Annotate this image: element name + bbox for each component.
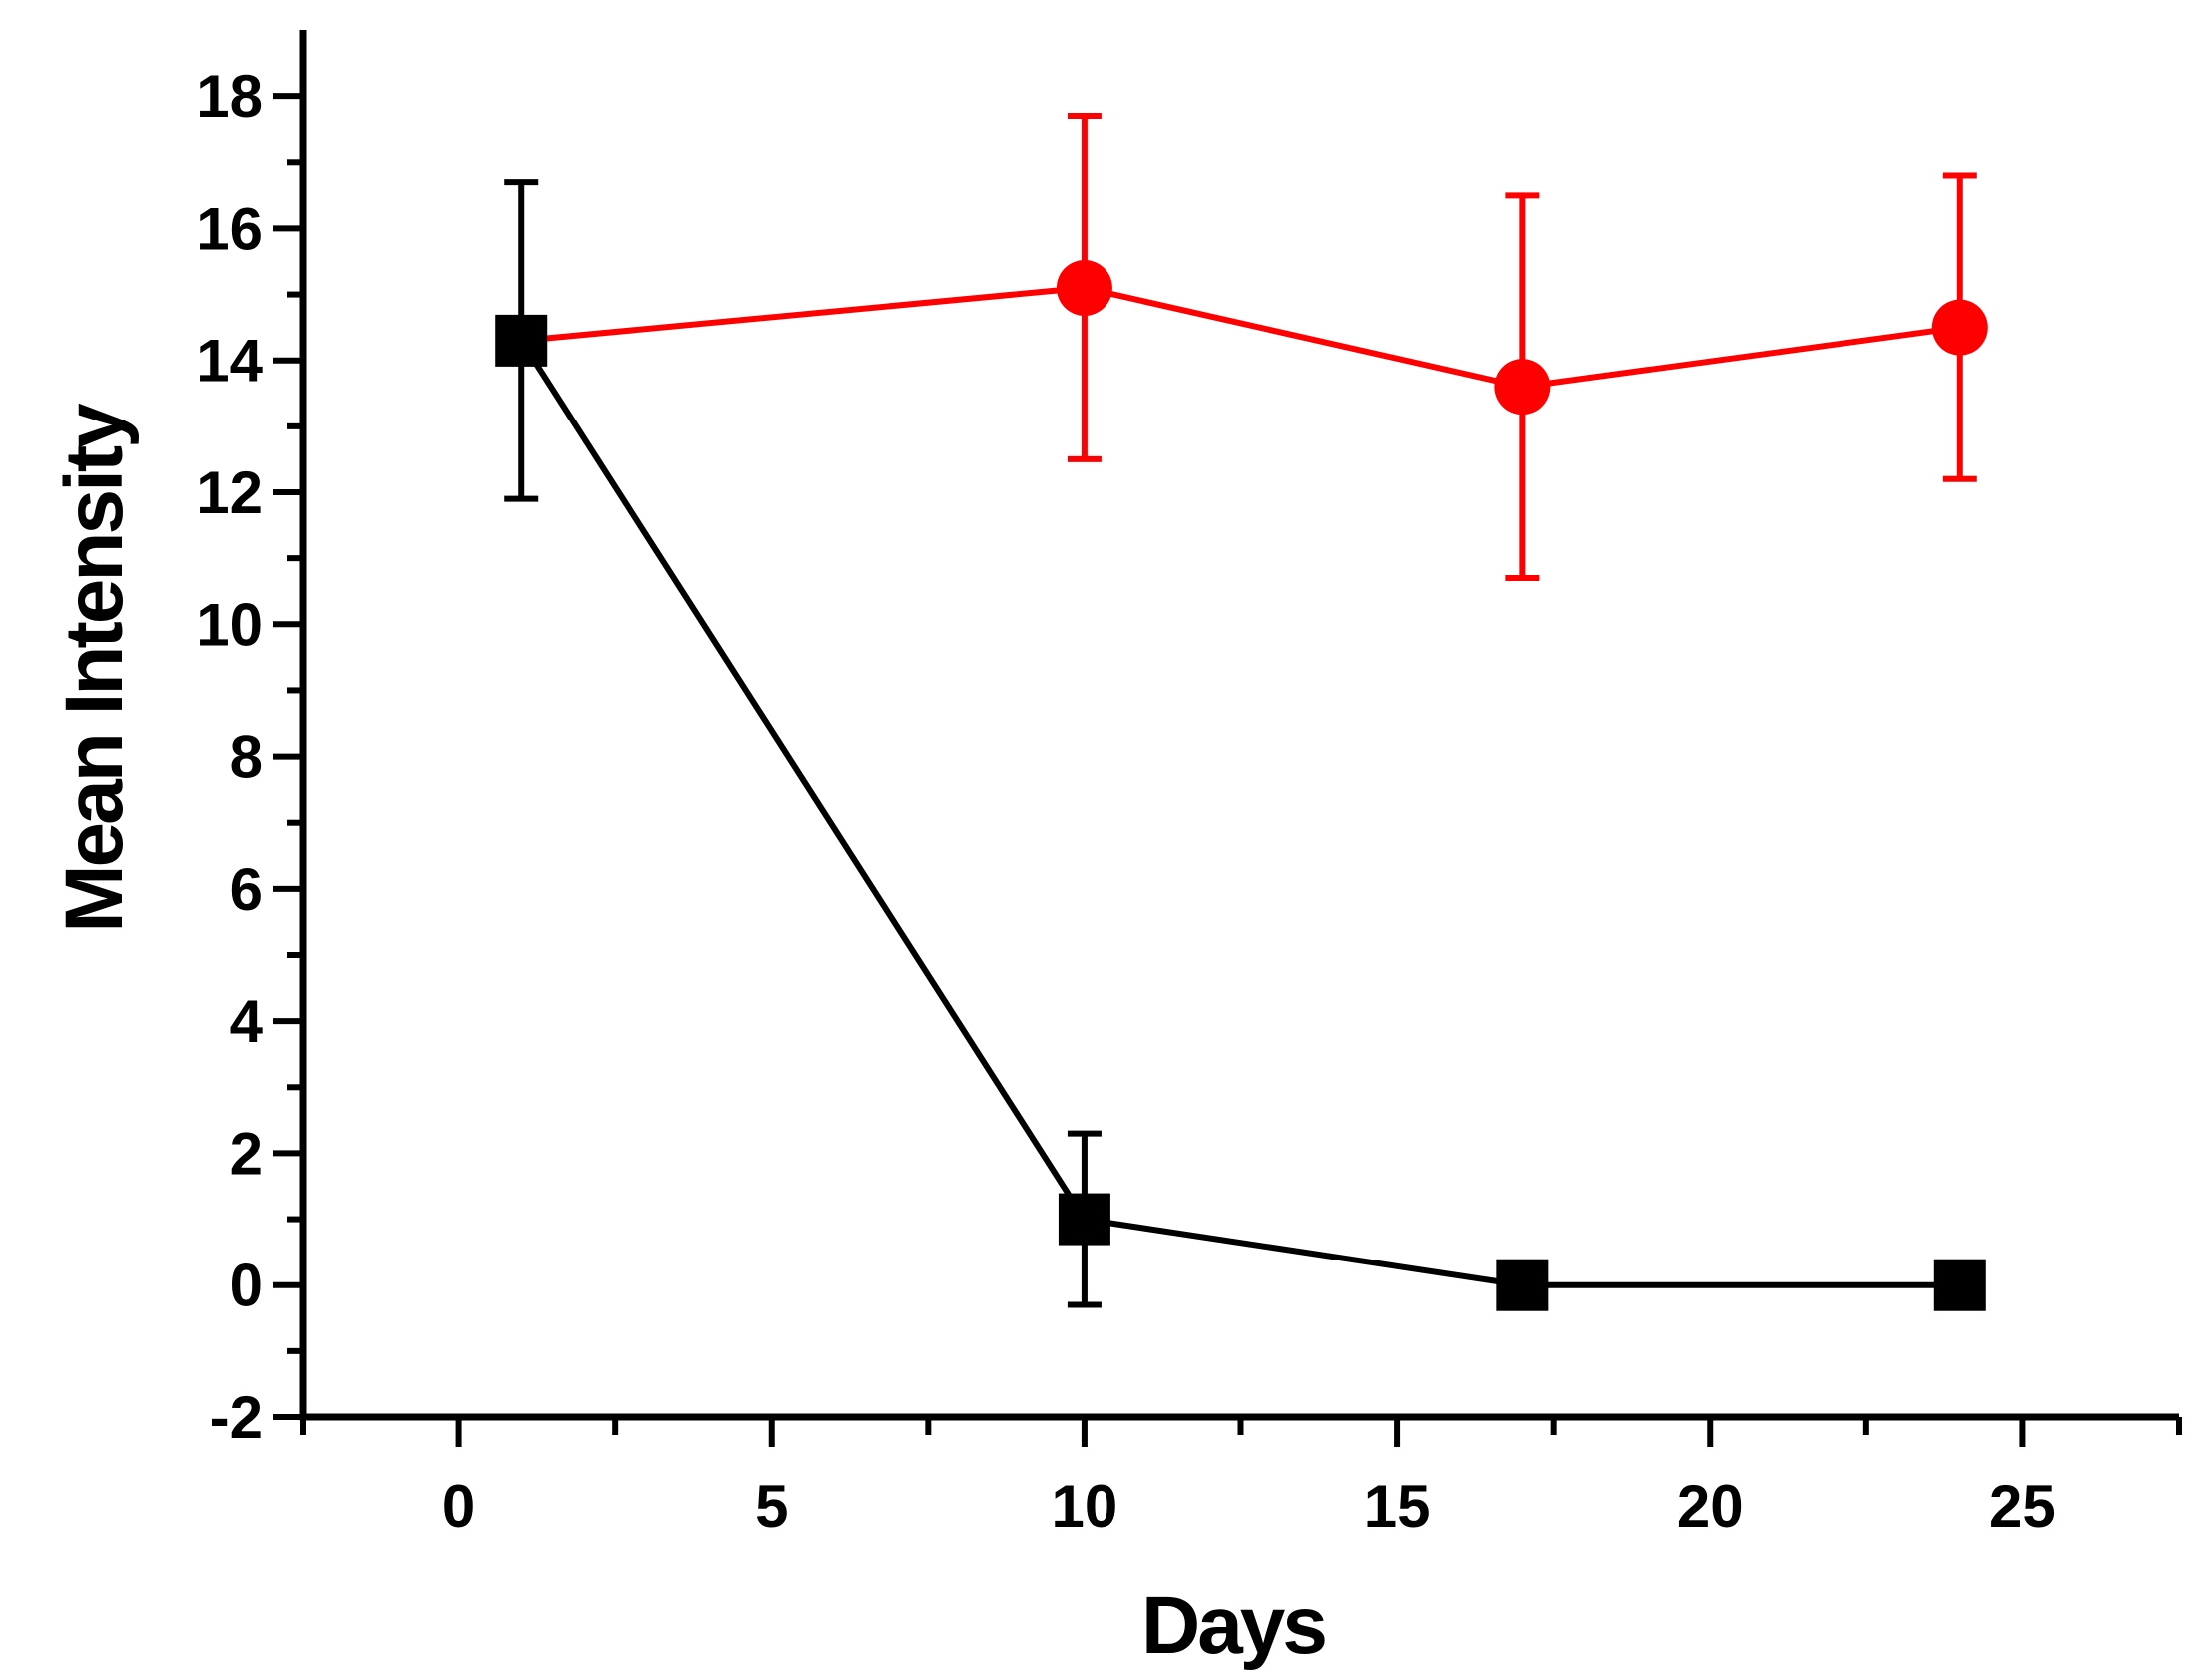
y-tick-label: 10 — [196, 591, 263, 658]
red-point — [1931, 299, 1988, 356]
series-layer — [495, 112, 1988, 1311]
black-point — [1058, 1193, 1110, 1246]
axes: -2 0 2 4 6 8 10 12 14 16 18 0 5 10 15 20 25 — [196, 30, 2182, 1540]
red-point — [1056, 259, 1112, 316]
red-point — [1494, 359, 1551, 416]
x-axis-title: Days — [1141, 1580, 1325, 1671]
y-tick-label: 4 — [230, 988, 264, 1055]
black-point — [495, 314, 548, 367]
red-series-line — [520, 284, 1961, 391]
y-axis-title: Mean Intensity — [49, 403, 140, 933]
x-tick-label: 20 — [1677, 1473, 1744, 1540]
y-tick-label: 8 — [230, 724, 263, 791]
x-tick-label: 25 — [1989, 1473, 2056, 1540]
x-tick-label: 10 — [1052, 1473, 1118, 1540]
y-tick-label: 18 — [196, 63, 263, 130]
y-tick-label: 14 — [196, 328, 263, 395]
black-point — [1933, 1259, 1986, 1311]
y-tick-label: 2 — [230, 1120, 263, 1187]
y-tick-label: -2 — [210, 1384, 263, 1451]
x-tick-label: 0 — [442, 1473, 475, 1540]
x-tick-label: 5 — [755, 1473, 788, 1540]
black-series-line — [518, 339, 1960, 1288]
y-tick-label: 12 — [196, 459, 263, 526]
black-point — [1496, 1259, 1549, 1311]
y-tick-label: 0 — [230, 1253, 263, 1319]
y-tick-label: 16 — [196, 195, 263, 262]
x-tick-label: 15 — [1364, 1473, 1431, 1540]
y-tick-label: 6 — [230, 856, 263, 923]
